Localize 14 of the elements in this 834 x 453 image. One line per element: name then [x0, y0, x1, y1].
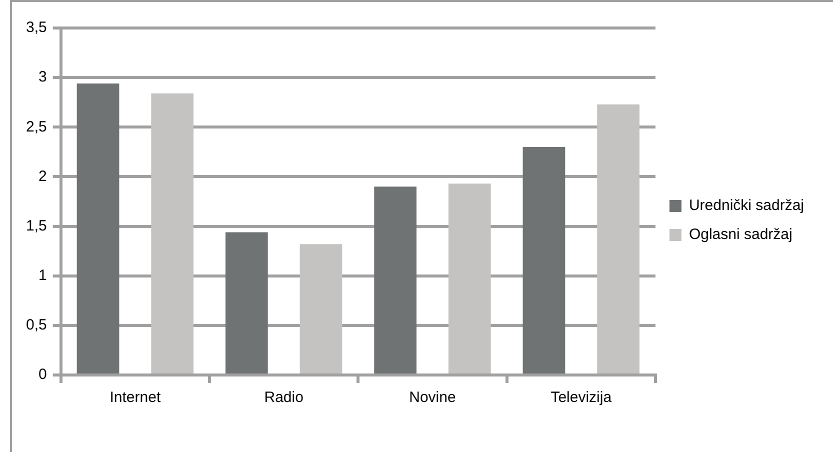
- legend-label: Oglasni sadržaj: [688, 226, 792, 244]
- x-tick-label: Televizija: [550, 389, 612, 406]
- y-tick-label: 1: [38, 267, 47, 284]
- y-tick-label: 3,5: [26, 19, 47, 36]
- y-tick-label: 0,5: [26, 316, 47, 334]
- x-tick-label: Radio: [264, 389, 304, 406]
- y-tick-label: 2,5: [26, 118, 47, 136]
- y-tick-label: 3: [38, 68, 47, 86]
- x-tick-label: Internet: [110, 389, 162, 406]
- x-tick-label: Novine: [409, 389, 456, 406]
- legend-label: Urednički sadržaj: [688, 197, 804, 214]
- y-tick-label: 2: [38, 168, 47, 185]
- y-tick-label: 0: [38, 366, 47, 384]
- y-tick-label: 1,5: [26, 217, 47, 234]
